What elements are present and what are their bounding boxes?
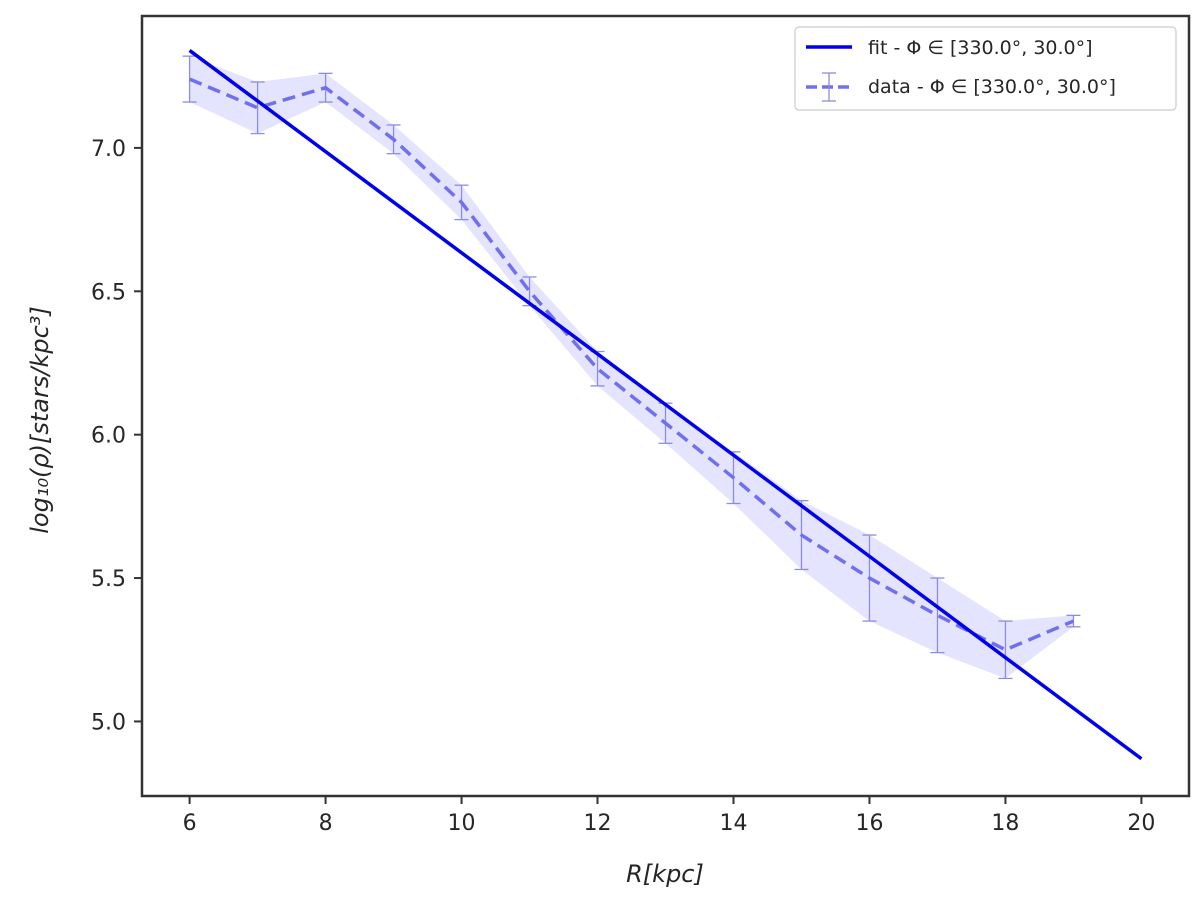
y-tick-label: 6.0 bbox=[91, 424, 126, 449]
y-tick-label: 7.0 bbox=[91, 137, 126, 162]
x-tick-label: 10 bbox=[448, 811, 476, 836]
data-series-line bbox=[188, 77, 1075, 652]
error-band bbox=[189, 56, 1074, 679]
x-axis-label: R[kpc] bbox=[626, 860, 704, 888]
y-axis-ticks: 5.0 5.5 6.0 6.5 7.0 bbox=[91, 137, 142, 735]
x-tick-label: 20 bbox=[1127, 811, 1155, 836]
series-line-layer bbox=[188, 49, 1143, 761]
legend-fit-label: fit - Φ ∈ [330.0°, 30.0°] bbox=[868, 37, 1093, 59]
legend: fit - Φ ∈ [330.0°, 30.0°] data - Φ ∈ [33… bbox=[794, 26, 1177, 111]
x-tick-label: 16 bbox=[855, 811, 883, 836]
x-axis-ticks: 6 8 10 12 14 16 18 20 bbox=[183, 796, 1155, 836]
fit-series-line bbox=[188, 49, 1143, 761]
x-tick-label: 6 bbox=[183, 811, 197, 836]
plot-frame bbox=[140, 14, 1191, 798]
axes bbox=[140, 14, 1191, 798]
x-tick-label: 14 bbox=[719, 811, 747, 836]
legend-frame bbox=[794, 26, 1177, 111]
error-band-layer bbox=[189, 56, 1074, 679]
x-tick-label: 18 bbox=[991, 811, 1019, 836]
y-axis-label: log₁₀(ρ)[stars/kpc³] bbox=[26, 306, 54, 534]
y-tick-label: 5.0 bbox=[91, 710, 126, 735]
y-tick-label: 6.5 bbox=[91, 280, 126, 305]
x-tick-label: 8 bbox=[319, 811, 333, 836]
legend-data-label: data - Φ ∈ [330.0°, 30.0°] bbox=[868, 76, 1116, 98]
x-tick-label: 12 bbox=[584, 811, 612, 836]
y-tick-label: 5.5 bbox=[91, 567, 126, 592]
